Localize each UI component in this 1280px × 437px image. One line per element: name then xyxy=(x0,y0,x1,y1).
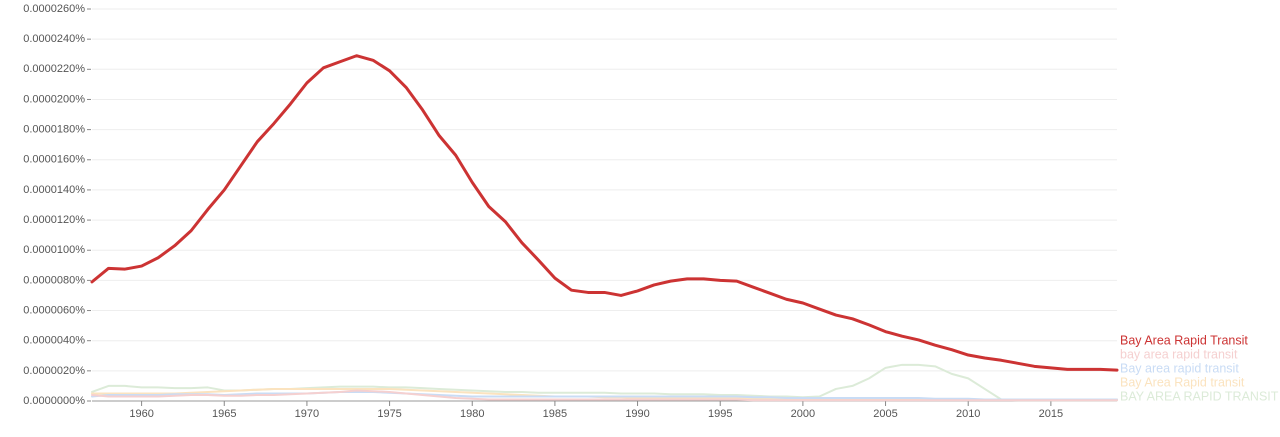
y-tick-label: 0.0000000% xyxy=(23,395,85,407)
y-tick-label: 0.0000100% xyxy=(23,244,85,256)
legend-label[interactable]: bay area rapid transit xyxy=(1120,347,1238,361)
legend-label[interactable]: Bay Area Rapid Transit xyxy=(1120,333,1248,347)
x-tick-label: 1995 xyxy=(708,408,732,420)
y-tick-label: 0.0000240% xyxy=(23,33,85,45)
series-line[interactable] xyxy=(91,390,1118,401)
y-tick-label: 0.0000120% xyxy=(23,214,85,226)
legend-label[interactable]: Bay Area Rapid transit xyxy=(1120,375,1245,389)
y-tick-label: 0.0000140% xyxy=(23,184,85,196)
y-tick-label: 0.0000080% xyxy=(23,274,85,286)
x-tick-label: 1985 xyxy=(543,408,567,420)
x-tick-label: 2000 xyxy=(791,408,815,420)
y-tick-label: 0.0000180% xyxy=(23,124,85,136)
y-tick-label: 0.0000040% xyxy=(23,335,85,347)
legend-label[interactable]: BAY AREA RAPID TRANSIT xyxy=(1120,389,1279,403)
y-tick-label: 0.0000020% xyxy=(23,365,85,377)
series-line[interactable] xyxy=(90,54,1119,372)
y-tick-label: 0.0000160% xyxy=(23,154,85,166)
x-tick-label: 2010 xyxy=(956,408,980,420)
x-tick-label: 1965 xyxy=(212,408,236,420)
series-line[interactable] xyxy=(91,389,1118,402)
x-tick-label: 2005 xyxy=(873,408,897,420)
x-tick-label: 1970 xyxy=(295,408,319,420)
y-tick-label: 0.0000060% xyxy=(23,304,85,316)
x-tick-label: 1960 xyxy=(129,408,153,420)
x-tick-label: 1980 xyxy=(460,408,484,420)
x-tick-label: 2015 xyxy=(1039,408,1063,420)
y-tick-label: 0.0000220% xyxy=(23,63,85,75)
legend-label[interactable]: Bay area rapid transit xyxy=(1120,361,1239,375)
y-tick-label: 0.0000260% xyxy=(23,3,85,15)
y-tick-label: 0.0000200% xyxy=(23,93,85,105)
x-tick-label: 1975 xyxy=(377,408,401,420)
x-tick-label: 1990 xyxy=(625,408,649,420)
